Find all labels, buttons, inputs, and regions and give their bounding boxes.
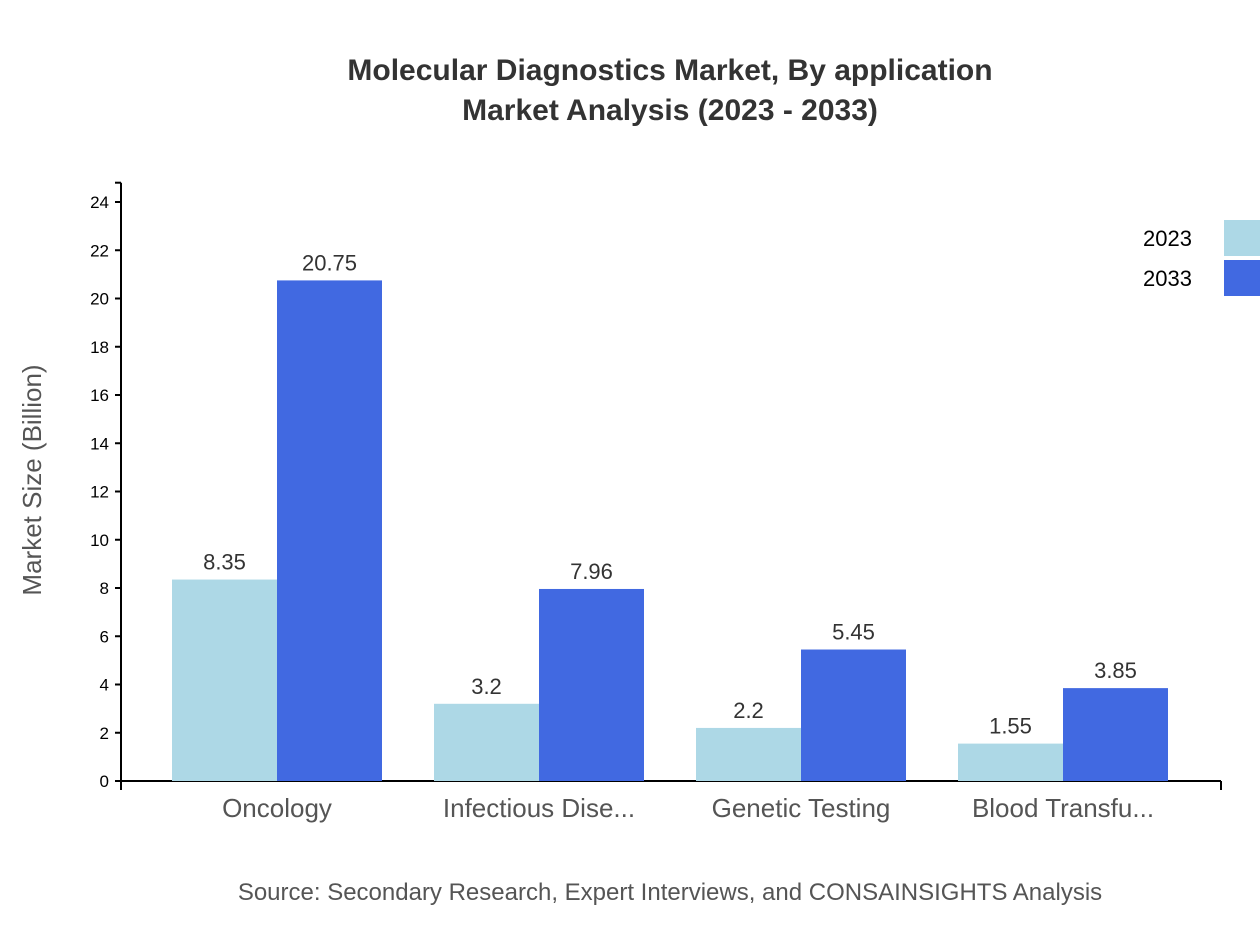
y-tick-label: 20 xyxy=(90,290,109,309)
chart-subtitle: Market Analysis (2023 - 2033) xyxy=(462,94,878,127)
data-label: 5.45 xyxy=(832,620,875,645)
y-tick-label: 4 xyxy=(100,676,109,695)
legend-label: 2023 xyxy=(1143,226,1192,251)
y-tick-label: 10 xyxy=(90,531,109,550)
data-label: 1.55 xyxy=(989,714,1032,739)
data-label: 3.85 xyxy=(1094,658,1137,683)
bar-2033 xyxy=(801,649,906,781)
data-label: 20.75 xyxy=(302,250,357,275)
bar-2023 xyxy=(434,703,539,781)
y-axis-label: Market Size (Billion) xyxy=(17,364,47,595)
x-tick-label: Infectious Dise... xyxy=(443,793,635,823)
legend-swatch xyxy=(1224,220,1260,256)
source-note: Source: Secondary Research, Expert Inter… xyxy=(238,879,1102,906)
bar-2033 xyxy=(1063,688,1168,781)
bar-2023 xyxy=(172,579,277,781)
legend-swatch xyxy=(1224,260,1260,296)
y-tick-label: 12 xyxy=(90,483,109,502)
x-tick-label: Oncology xyxy=(222,793,332,823)
y-tick-label: 14 xyxy=(90,434,109,453)
y-tick-label: 24 xyxy=(90,193,109,212)
y-tick-label: 22 xyxy=(90,241,109,260)
y-tick-label: 0 xyxy=(100,772,109,791)
data-label: 8.35 xyxy=(203,550,246,575)
x-tick-label: Blood Transfu... xyxy=(972,793,1154,823)
data-label: 2.2 xyxy=(733,698,764,723)
data-label: 3.2 xyxy=(471,674,502,699)
y-tick-label: 16 xyxy=(90,386,109,405)
x-tick-label: Genetic Testing xyxy=(712,793,891,823)
legend-label: 2033 xyxy=(1143,266,1192,291)
bar-2023 xyxy=(958,743,1063,781)
y-tick-label: 6 xyxy=(100,627,109,646)
data-label: 7.96 xyxy=(570,559,613,584)
y-tick-label: 2 xyxy=(100,724,109,743)
bar-2033 xyxy=(277,280,382,781)
bar-2023 xyxy=(696,727,801,781)
y-tick-label: 18 xyxy=(90,338,109,357)
y-tick-label: 8 xyxy=(100,579,109,598)
chart-title: Molecular Diagnostics Market, By applica… xyxy=(347,54,992,87)
bar-2033 xyxy=(539,588,644,781)
